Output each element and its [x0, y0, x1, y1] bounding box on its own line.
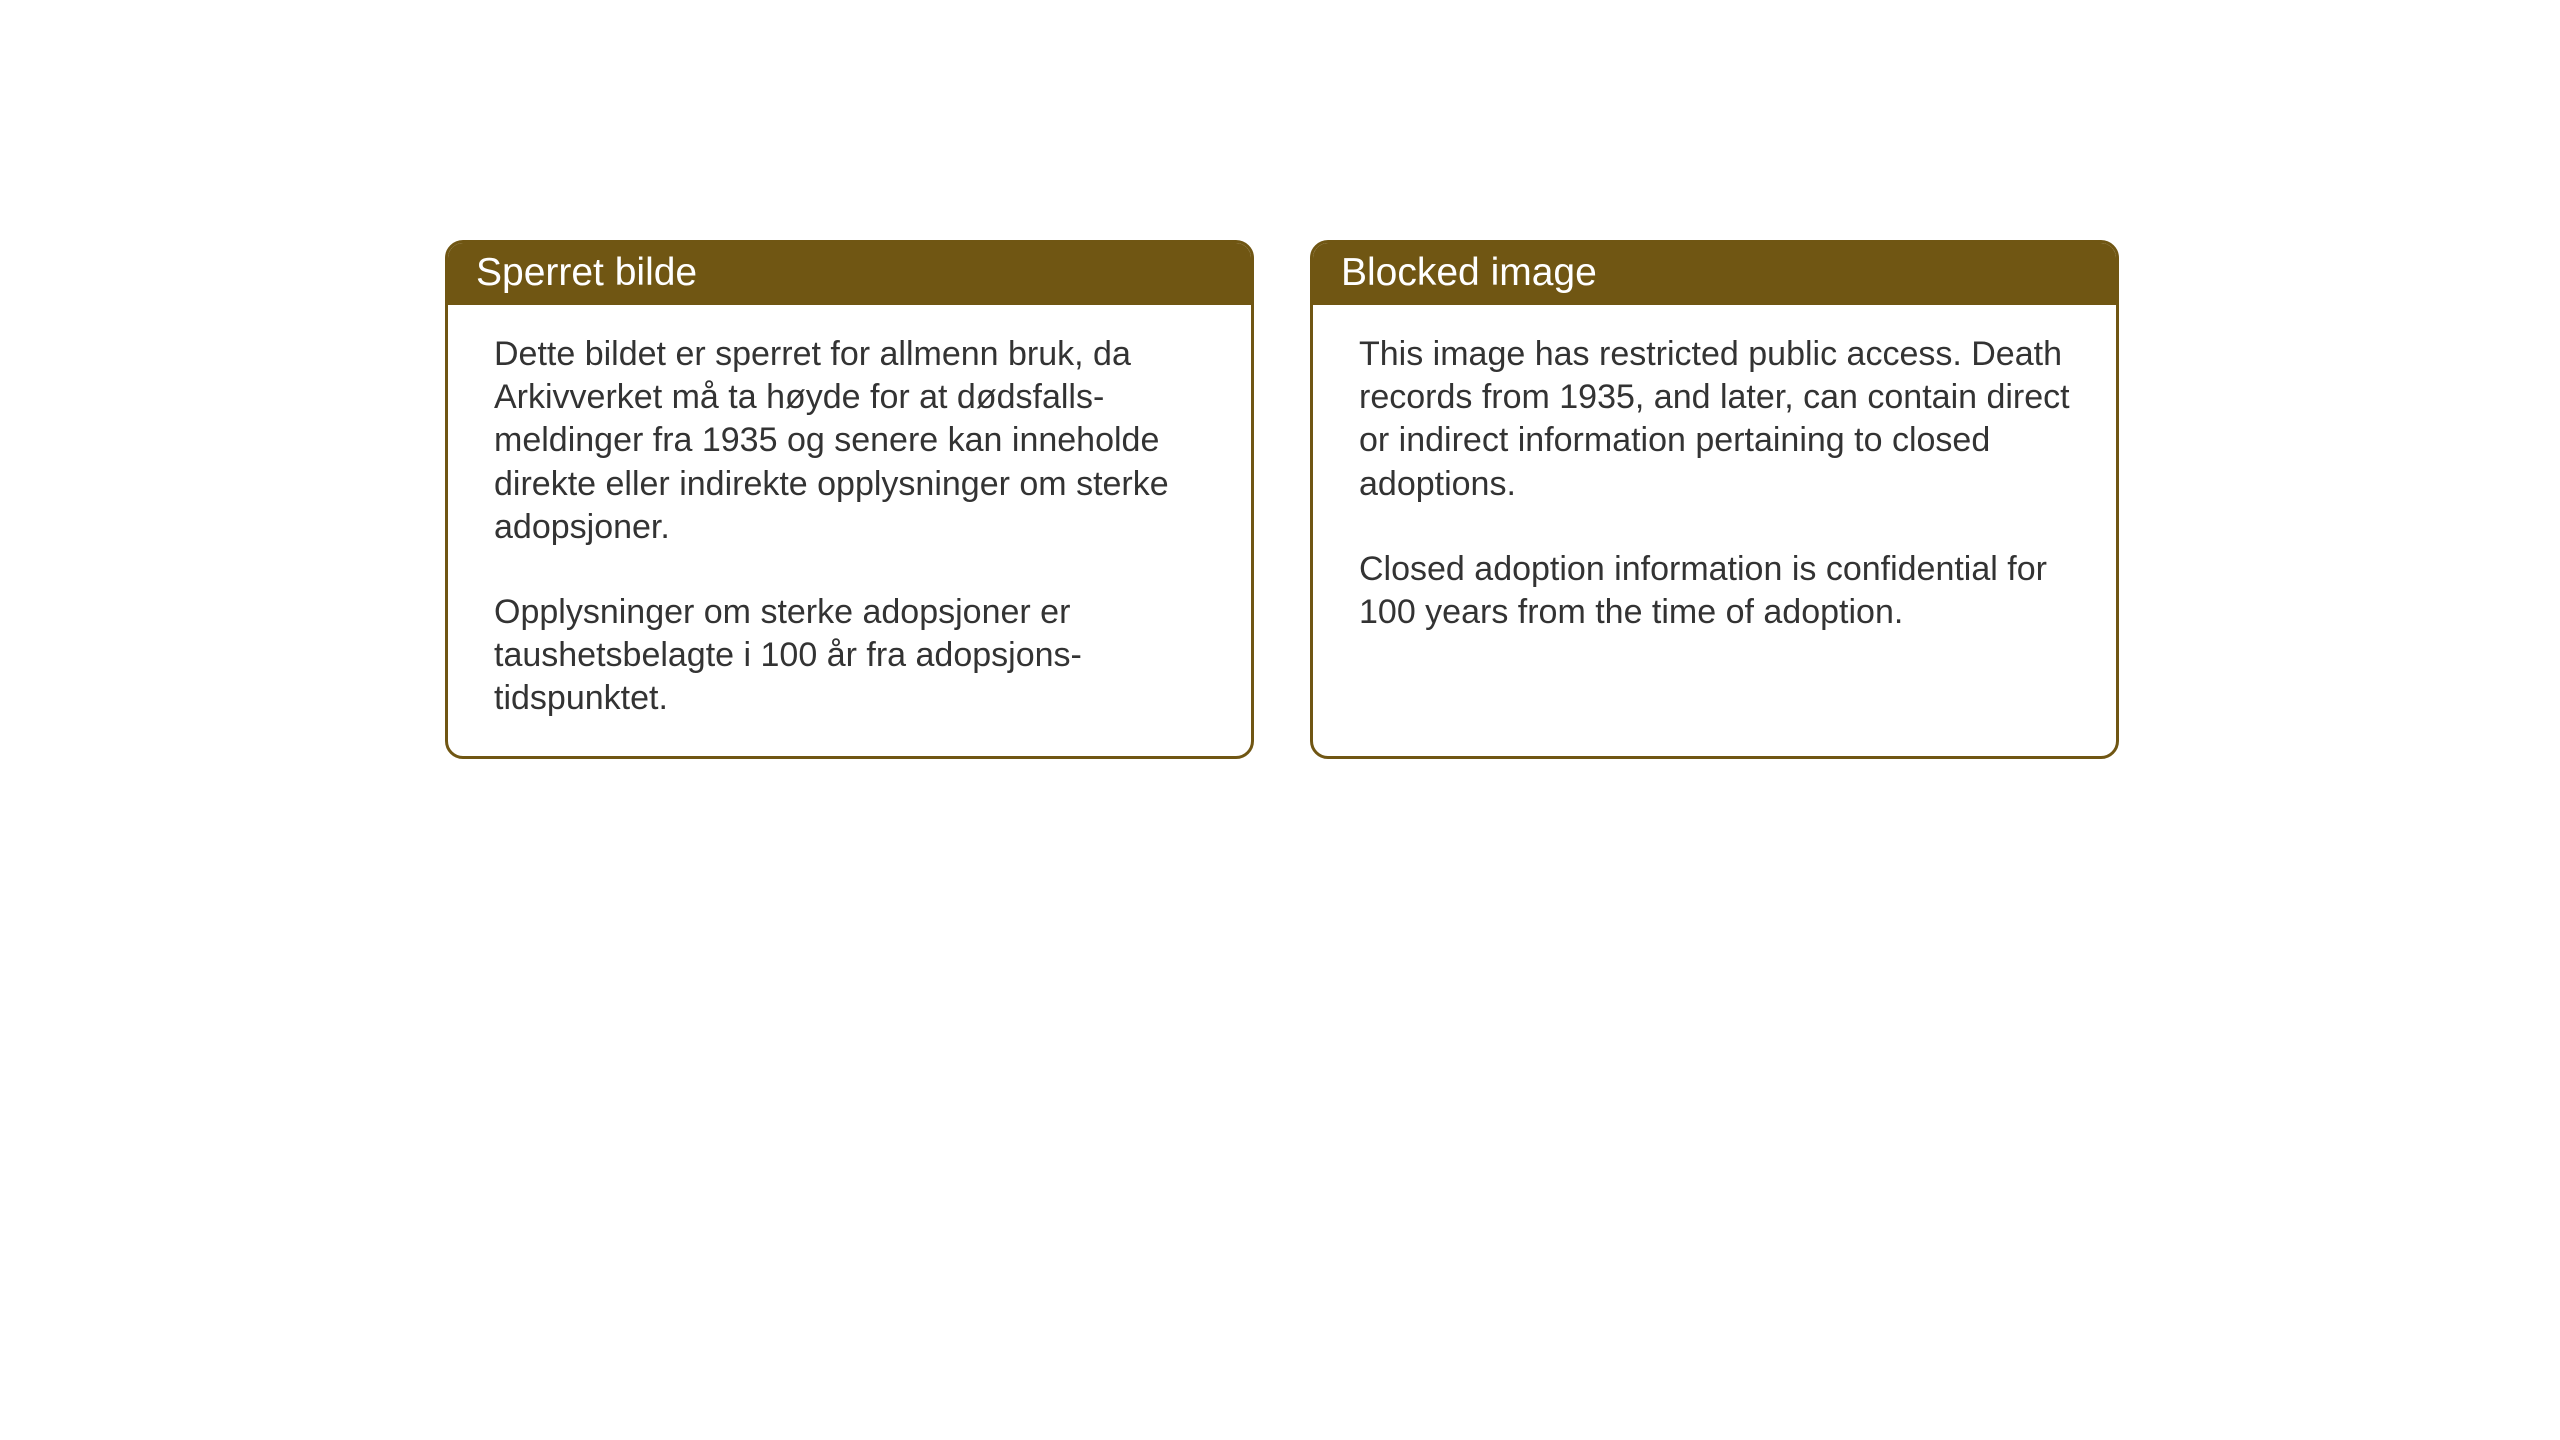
card-header-norwegian: Sperret bilde	[448, 243, 1251, 305]
blocked-notice-card-english: Blocked image This image has restricted …	[1310, 240, 2119, 759]
blocked-notice-card-norwegian: Sperret bilde Dette bildet er sperret fo…	[445, 240, 1254, 759]
card-paragraph-2-norwegian: Opplysninger om sterke adopsjoner er tau…	[494, 591, 1211, 721]
card-header-english: Blocked image	[1313, 243, 2116, 305]
card-body-english: This image has restricted public access.…	[1313, 305, 2116, 670]
card-paragraph-1-norwegian: Dette bildet er sperret for allmenn bruk…	[494, 333, 1211, 549]
card-body-norwegian: Dette bildet er sperret for allmenn bruk…	[448, 305, 1251, 756]
card-paragraph-2-english: Closed adoption information is confident…	[1359, 548, 2076, 634]
card-paragraph-1-english: This image has restricted public access.…	[1359, 333, 2076, 506]
cards-container: Sperret bilde Dette bildet er sperret fo…	[445, 240, 2119, 759]
